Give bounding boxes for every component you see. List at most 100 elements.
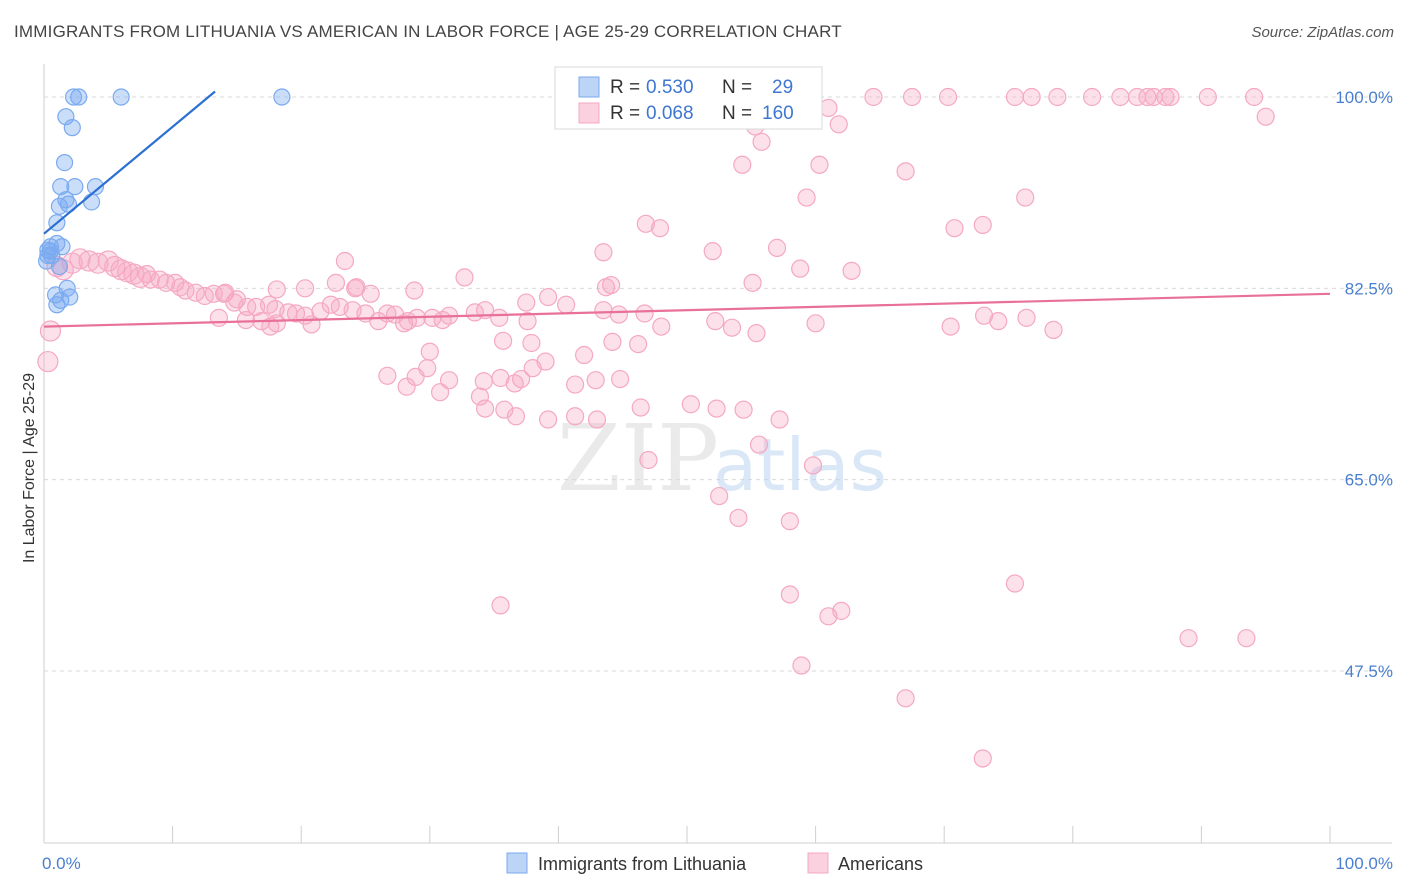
gridlines [44, 96, 1392, 672]
legend-r-label: R = [610, 77, 640, 98]
y-tick-label: 100.0% [1335, 88, 1393, 107]
legend-n-value: 160 [762, 103, 794, 124]
americans-point [1044, 320, 1063, 339]
americans-point [1237, 629, 1256, 648]
americans-point [1256, 107, 1275, 126]
americans-point [864, 87, 883, 107]
americans-point [1198, 87, 1217, 107]
americans-point [216, 283, 235, 302]
watermark-atlas: atlas [713, 423, 887, 507]
americans-point [602, 275, 621, 295]
legend-swatch-lithuania [578, 76, 600, 98]
americans-point [703, 242, 722, 261]
americans-point [209, 308, 228, 327]
americans-point [652, 317, 671, 336]
lithuania-point [39, 246, 57, 265]
americans-point [523, 359, 542, 378]
americans-point [346, 279, 365, 298]
americans-point [1022, 87, 1041, 107]
americans-point [938, 87, 958, 107]
americans-point [842, 261, 861, 280]
americans-point [1005, 87, 1025, 107]
americans-point [611, 369, 630, 389]
americans-point [989, 312, 1008, 331]
americans-point [743, 273, 762, 292]
americans-point [566, 407, 585, 426]
tick-labels: 47.5% 65.0% 82.5% 100.0% 0.0% 100.0% [42, 88, 1393, 873]
americans-point [780, 585, 799, 604]
americans-point [639, 450, 658, 470]
americans-point [261, 317, 280, 336]
americans-point [707, 399, 726, 418]
americans-point [1156, 87, 1175, 107]
americans-point [780, 512, 799, 531]
legend-n-label: N = [722, 77, 752, 98]
americans-point [594, 243, 613, 262]
lithuania-point [52, 291, 70, 309]
americans-point [78, 250, 100, 272]
americans-point [803, 456, 823, 475]
americans-point [1138, 87, 1157, 107]
americans-point [517, 293, 536, 312]
americans-point [631, 398, 650, 417]
americans-point [505, 374, 524, 393]
americans-point [518, 312, 537, 331]
americans-point [1048, 87, 1067, 107]
americans-point [439, 371, 459, 390]
americans-point [941, 317, 960, 336]
americans-point [1245, 87, 1264, 107]
americans-point [236, 310, 256, 330]
legend-item-americans: Americans [838, 854, 923, 874]
americans-point [974, 306, 994, 325]
americans-point [475, 399, 495, 418]
legend-item-lithuania: Immigrants from Lithuania [538, 854, 747, 874]
americans-point [792, 656, 811, 675]
x-tick-label: 0.0% [42, 854, 81, 873]
americans-point [539, 410, 558, 429]
americans-point [566, 375, 585, 394]
americans-point [587, 410, 607, 429]
americans-point [722, 318, 742, 337]
americans-point [629, 334, 648, 354]
americans-point [902, 87, 922, 107]
y-tick-label: 65.0% [1345, 471, 1393, 490]
americans-point [378, 366, 397, 385]
legend-n-label: N = [722, 103, 752, 124]
americans-point [609, 305, 628, 324]
americans-point [896, 689, 915, 708]
lithuania-trend-line [43, 90, 216, 235]
legend-r-value: 0.530 [646, 77, 694, 98]
americans-point [710, 486, 729, 506]
lithuania-point [50, 257, 69, 276]
americans-point [267, 280, 286, 299]
americans-point [522, 333, 541, 353]
americans-point [829, 115, 848, 134]
americans-point [326, 273, 346, 292]
lithuania-point [61, 288, 79, 306]
correlation-legend: R = 0.530 N = 29 R = 0.068 N = 160 [554, 66, 823, 130]
lithuania-point [57, 108, 75, 126]
americans-point [539, 287, 558, 307]
legend-n-value: 29 [772, 77, 793, 98]
americans-point [557, 295, 576, 314]
americans-point [819, 98, 838, 118]
americans-point [491, 596, 510, 615]
source-label: Source: ZipAtlas.com [1251, 24, 1394, 41]
americans-point [39, 320, 62, 342]
legend-swatch-americans [578, 102, 600, 124]
americans-point [819, 607, 838, 626]
americans-point [69, 248, 91, 270]
americans-point [752, 132, 771, 151]
americans-point [1179, 629, 1198, 648]
americans-point [973, 749, 992, 768]
americans-point [636, 214, 655, 233]
americans-point [945, 219, 964, 238]
y-tick-label: 82.5% [1345, 279, 1393, 298]
x-tick-label: 100.0% [1335, 854, 1393, 873]
americans-trend-line [43, 292, 1331, 328]
americans-point [506, 407, 526, 426]
americans-point [227, 290, 246, 309]
americans-point [361, 284, 380, 303]
americans-point [650, 219, 670, 238]
